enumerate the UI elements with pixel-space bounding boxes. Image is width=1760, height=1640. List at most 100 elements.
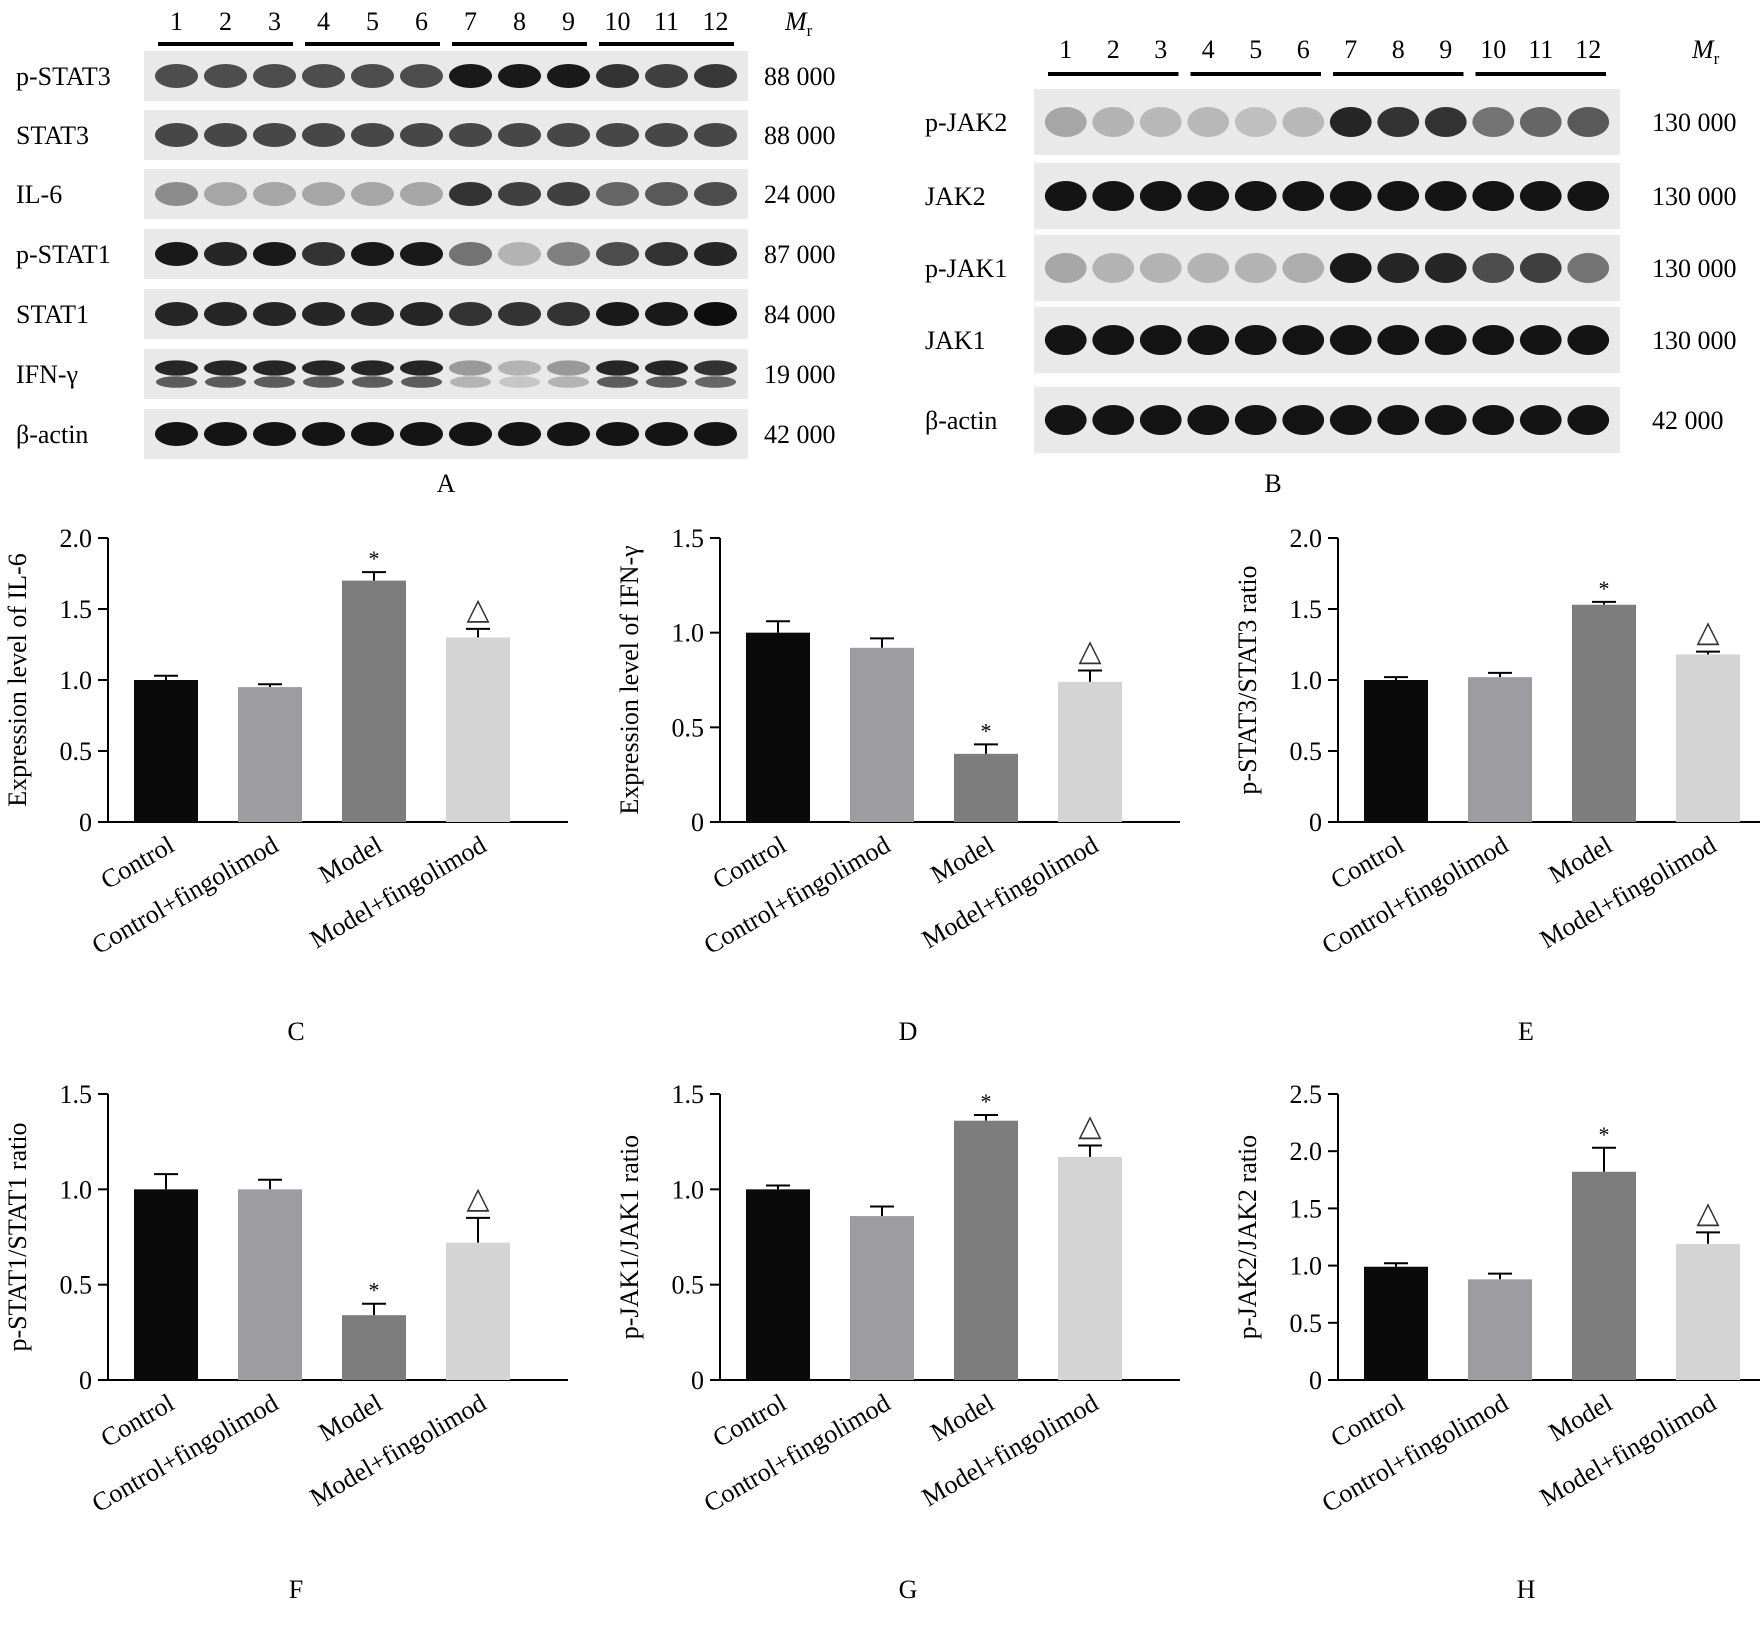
y-tick-label: 1.5 — [1290, 595, 1323, 624]
protein-band — [546, 123, 591, 147]
lane-number: 2 — [1107, 35, 1120, 64]
protein-band — [1044, 181, 1087, 211]
bar — [1364, 680, 1428, 822]
protein-band — [693, 302, 738, 326]
protein-band — [301, 360, 346, 376]
protein-band — [693, 422, 738, 446]
y-tick-label: 0.5 — [672, 713, 705, 742]
protein-band — [448, 242, 493, 266]
lane-number: 6 — [1297, 35, 1310, 64]
chart-G: 0 0.5 1.0 1.5 p-JAK1/JAK1 ratio ControlContro… — [615, 1080, 1180, 1604]
protein-band — [497, 242, 542, 266]
x-category-label: Model — [1544, 1388, 1617, 1447]
x-category-label: Control+fingolimod — [87, 1388, 283, 1518]
protein-band — [350, 360, 395, 376]
protein-label: IL-6 — [16, 180, 62, 209]
protein-band — [547, 376, 590, 388]
bar — [342, 1315, 406, 1380]
protein-band — [1472, 107, 1515, 137]
protein-band — [595, 242, 640, 266]
bar — [954, 753, 1018, 822]
x-category-label: Control+fingolimod — [87, 830, 283, 960]
y-tick-label: 0 — [79, 808, 92, 837]
panel-letter: G — [899, 1575, 918, 1604]
significance-star: * — [981, 718, 992, 743]
protein-band — [1187, 325, 1230, 355]
x-category-label: Model+fingolimod — [917, 1388, 1103, 1512]
x-category-label: Control+fingolimod — [699, 830, 895, 960]
protein-band — [154, 422, 199, 446]
significance-triangle: △ — [1078, 635, 1101, 668]
protein-band — [449, 376, 492, 388]
significance-star: * — [1599, 1122, 1610, 1147]
protein-band — [1377, 325, 1420, 355]
blot-strip — [144, 349, 748, 399]
protein-band — [203, 302, 248, 326]
protein-band — [497, 360, 542, 376]
y-tick-label: 1.5 — [60, 1080, 93, 1109]
protein-band — [693, 64, 738, 88]
mr-value: 42 000 — [1652, 406, 1724, 435]
y-tick-label: 1.0 — [672, 1175, 705, 1204]
protein-band — [399, 123, 444, 147]
protein-band — [1329, 181, 1372, 211]
protein-band — [252, 302, 297, 326]
panel-letter: F — [289, 1575, 303, 1604]
protein-band — [1092, 181, 1135, 211]
protein-band — [595, 360, 640, 376]
protein-band — [252, 64, 297, 88]
protein-band — [498, 376, 541, 388]
protein-band — [497, 422, 542, 446]
mr-value: 130 000 — [1652, 108, 1737, 137]
protein-band — [399, 422, 444, 446]
bar — [1058, 681, 1122, 822]
protein-band — [301, 422, 346, 446]
protein-band — [596, 376, 639, 388]
protein-band — [154, 302, 199, 326]
protein-band — [595, 302, 640, 326]
protein-band — [693, 123, 738, 147]
x-category-label: Model+fingolimod — [305, 1388, 491, 1512]
bar — [1468, 677, 1532, 822]
protein-band — [301, 182, 346, 206]
protein-band — [1044, 107, 1087, 137]
protein-band — [448, 422, 493, 446]
mr-value: 84 000 — [764, 300, 836, 329]
y-axis-label: Expression level of IFN-γ — [615, 545, 644, 814]
mr-value: 130 000 — [1652, 254, 1737, 283]
x-category-label: Model — [926, 830, 999, 889]
protein-label: STAT1 — [16, 300, 89, 329]
lane-number: 3 — [1154, 35, 1167, 64]
protein-band — [1472, 253, 1515, 283]
mr-value: 87 000 — [764, 240, 836, 269]
protein-band — [644, 302, 689, 326]
protein-band — [1567, 107, 1610, 137]
protein-band — [595, 123, 640, 147]
protein-band — [1187, 107, 1230, 137]
protein-band — [350, 422, 395, 446]
protein-band — [1139, 253, 1182, 283]
y-tick-label: 0 — [691, 808, 704, 837]
protein-band — [497, 64, 542, 88]
panel-letter: H — [1517, 1575, 1536, 1604]
lane-number: 2 — [219, 7, 232, 36]
protein-label: p-STAT3 — [16, 62, 111, 91]
protein-band — [1282, 405, 1325, 435]
protein-band — [448, 64, 493, 88]
mr-value: 24 000 — [764, 180, 836, 209]
protein-label: IFN-γ — [16, 360, 78, 389]
protein-band — [1092, 253, 1135, 283]
y-axis-label: p-JAK2/JAK2 ratio — [1233, 1135, 1262, 1339]
protein-band — [1044, 405, 1087, 435]
y-tick-label: 1.0 — [60, 666, 93, 695]
bar — [134, 680, 198, 822]
y-axis-label: p-STAT3/STAT3 ratio — [1233, 565, 1262, 794]
significance-triangle: △ — [466, 1182, 489, 1215]
chart-F: 0 0.5 1.0 1.5 p-STAT1/STAT1 ratio ControlCont… — [3, 1080, 568, 1604]
lane-number: 4 — [1202, 35, 1215, 64]
panel-letter: A — [437, 469, 456, 498]
panel-letter: D — [899, 1017, 918, 1046]
protein-band — [1187, 253, 1230, 283]
